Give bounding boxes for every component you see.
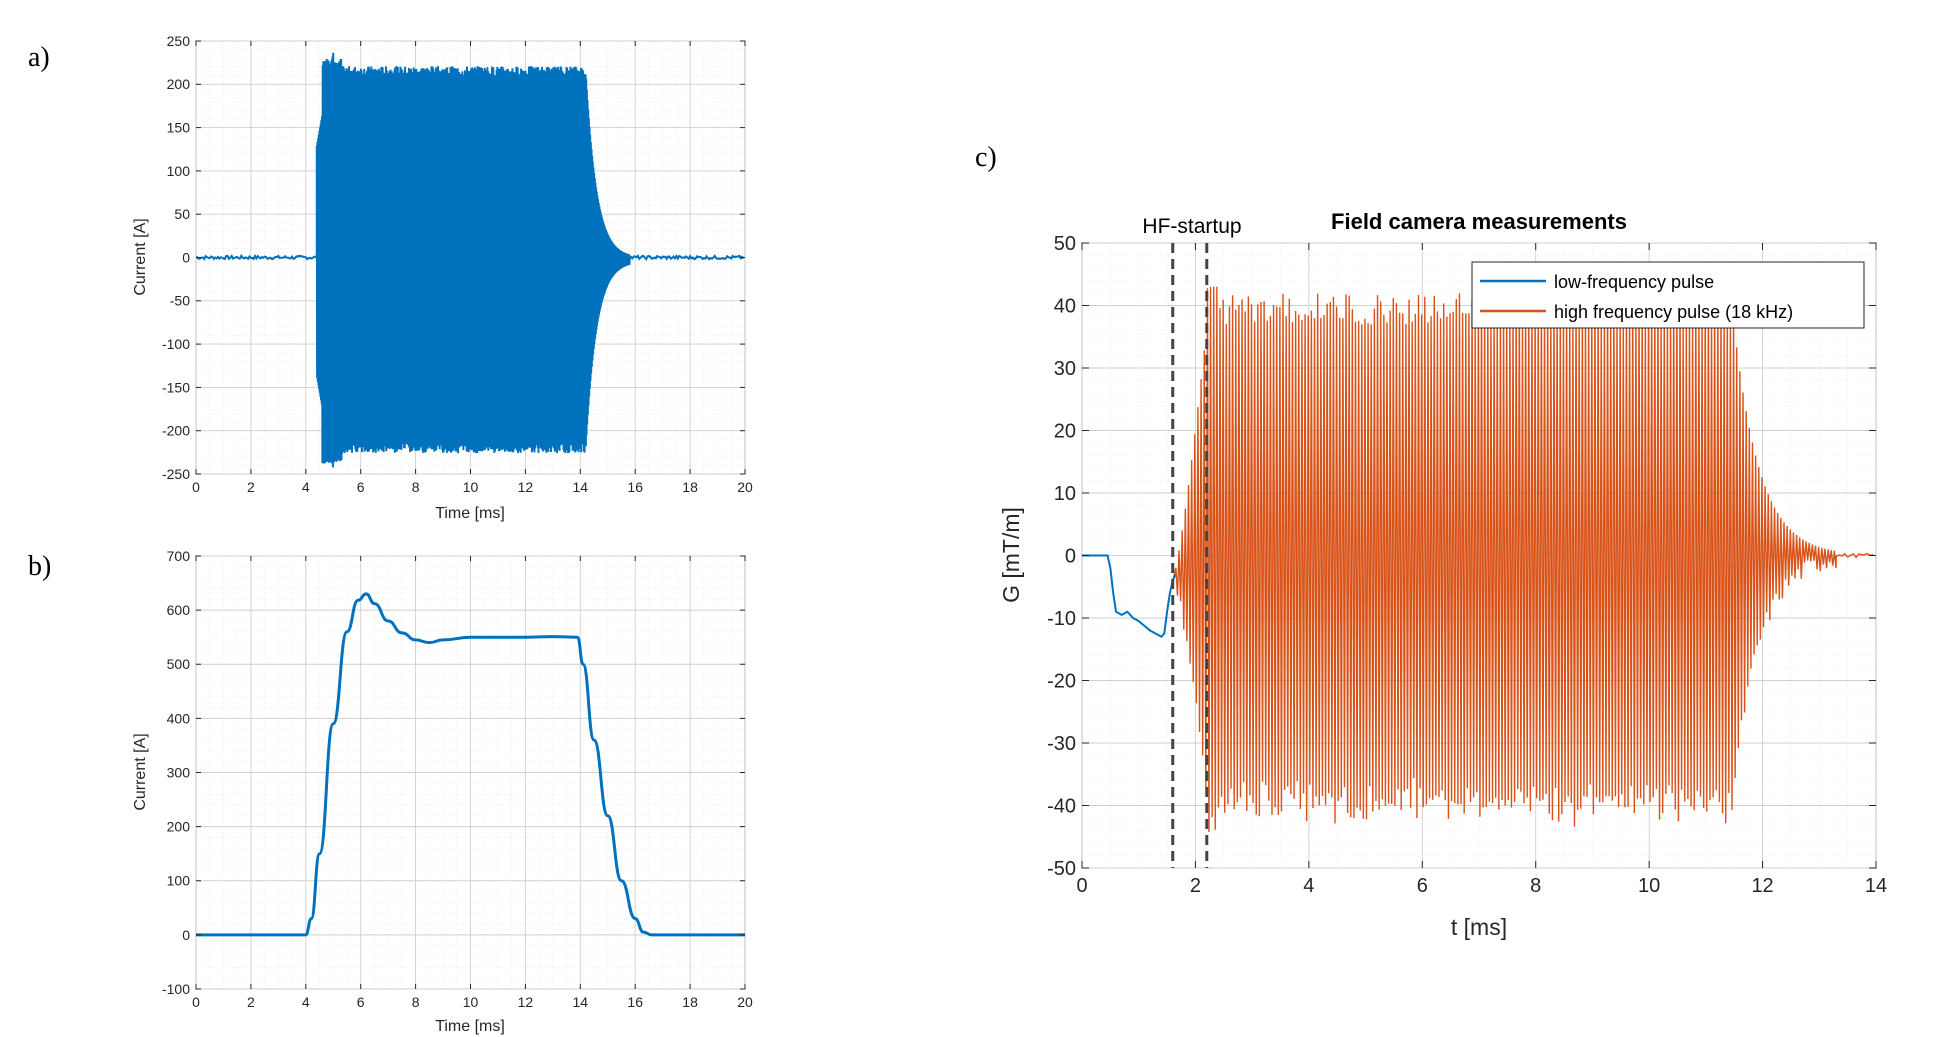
x-tick-label: 6: [1417, 875, 1428, 897]
series-line-high-frequency: [1172, 286, 1874, 833]
panel-label-b: b): [28, 551, 51, 582]
x-tick-label: 10: [463, 994, 479, 1010]
series-line-a: [196, 52, 745, 468]
x-axis-label-a: Time [ms]: [435, 505, 505, 522]
y-tick-label: 100: [167, 163, 191, 179]
y-axis-label-a: Current [A]: [132, 218, 149, 295]
legend-label-low-frequency: low-frequency pulse: [1554, 272, 1714, 292]
x-tick-label: 6: [357, 479, 365, 495]
x-tick-label: 14: [573, 479, 589, 495]
x-tick-label: 8: [412, 994, 420, 1010]
x-tick-label: 10: [463, 479, 479, 495]
annotation-hf-startup: HF-startup: [1142, 215, 1241, 238]
y-tick-label: -150: [162, 379, 190, 395]
y-tick-label: 20: [1054, 421, 1076, 443]
ticks-b: 0 2 4 6 8 10 12 14 16 18 20-1000100200300400500600…: [162, 548, 753, 1010]
y-tick-label: 100: [167, 873, 191, 889]
x-tick-label: 12: [518, 479, 534, 495]
series-line-b: [196, 592, 745, 937]
chart-title-c: Field camera measurements: [1331, 209, 1627, 234]
y-tick-label: -200: [162, 423, 190, 439]
legend-box: [1471, 261, 1865, 329]
legend: low-frequency pulse high frequency pulse…: [1471, 261, 1865, 329]
x-tick-label: 16: [627, 994, 643, 1010]
chart-c: 0 2 4 6 8 10 12 14 -50 -40 -30 -20 -10 0 10 20 30 40 50 Fi…: [998, 209, 1887, 940]
x-tick-label: 8: [412, 479, 420, 495]
x-tick-label: 20: [737, 479, 753, 495]
x-axis-label-b: Time [ms]: [435, 1018, 505, 1035]
y-tick-label: 10: [1054, 483, 1076, 505]
y-tick-label: 300: [167, 764, 191, 780]
y-tick-label: 200: [167, 76, 191, 92]
y-tick-label: -250: [162, 466, 190, 482]
x-axis-label-c: t [ms]: [1451, 914, 1507, 940]
chart-a: 0 2 4 6 8 10 12 14 16 18 20 -250 -200 -150 -100 -50 0 50 1…: [132, 33, 753, 522]
y-tick-label: 150: [167, 120, 191, 136]
y-tick-label: -50: [170, 293, 190, 309]
y-tick-label: 0: [1065, 546, 1076, 568]
series-line-low-frequency: [1082, 554, 1177, 639]
x-tick-label: 0: [192, 994, 200, 1010]
x-tick-label: 8: [1530, 875, 1541, 897]
x-tick-label: 18: [682, 994, 698, 1010]
legend-label-high-frequency: high frequency pulse (18 kHz): [1554, 302, 1793, 322]
x-tick-label: 20: [737, 994, 753, 1010]
y-tick-label: 600: [167, 602, 191, 618]
y-tick-label: -50: [1047, 858, 1076, 880]
y-tick-label: 0: [182, 249, 190, 265]
y-axis-label-b: Current [A]: [132, 733, 149, 810]
y-tick-label: 200: [167, 819, 191, 835]
y-tick-label: 250: [167, 33, 191, 49]
x-tick-label: 18: [682, 479, 698, 495]
y-tick-label: 40: [1054, 296, 1076, 318]
y-tick-label: -40: [1047, 796, 1076, 818]
y-tick-label: 500: [167, 656, 191, 672]
y-tick-label: 700: [167, 548, 191, 564]
x-tick-label: 14: [1865, 875, 1887, 897]
x-tick-label: 0: [1076, 875, 1087, 897]
x-tick-label: 4: [1303, 875, 1314, 897]
x-tick-label: 2: [247, 479, 255, 495]
y-tick-label: -100: [162, 981, 190, 997]
y-tick-label: 50: [174, 206, 190, 222]
y-tick-label: -30: [1047, 733, 1076, 755]
chart-b: 0 2 4 6 8 10 12 14 16 18 20-1000100200300400500600…: [132, 548, 753, 1035]
ticks-a: 0 2 4 6 8 10 12 14 16 18 20 -250 -200 -150 -100 -50 0 50 1…: [162, 33, 753, 495]
x-tick-label: 2: [1190, 875, 1201, 897]
panel-label-c: c): [975, 142, 997, 173]
y-tick-label: 50: [1054, 233, 1076, 255]
y-tick-label: -20: [1047, 671, 1076, 693]
y-tick-label: -10: [1047, 608, 1076, 630]
x-tick-label: 16: [627, 479, 643, 495]
y-axis-label-c: G [mT/m]: [998, 507, 1024, 603]
x-tick-label: 14: [573, 994, 589, 1010]
x-tick-label: 4: [302, 479, 310, 495]
grid-b: [195, 555, 746, 990]
x-tick-label: 12: [1751, 875, 1773, 897]
x-tick-label: 6: [357, 994, 365, 1010]
y-tick-label: -100: [162, 336, 190, 352]
x-tick-label: 10: [1638, 875, 1660, 897]
ticks-c: 0 2 4 6 8 10 12 14 -50 -40 -30 -20 -10 0 10 20 30 40 50: [1047, 233, 1887, 897]
x-tick-label: 12: [518, 994, 534, 1010]
x-tick-label: 4: [302, 994, 310, 1010]
y-tick-label: 400: [167, 710, 191, 726]
panel-label-a: a): [28, 42, 50, 73]
x-tick-label: 0: [192, 479, 200, 495]
x-tick-label: 2: [247, 994, 255, 1010]
y-tick-label: 30: [1054, 358, 1076, 380]
y-tick-label: 0: [182, 927, 190, 943]
